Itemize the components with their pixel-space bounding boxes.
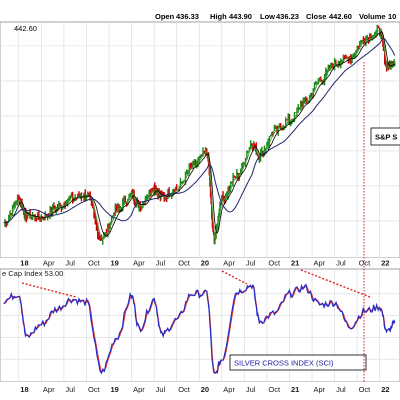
low-value: 436.23 bbox=[276, 12, 299, 21]
x-tick-label: Apr bbox=[314, 259, 326, 268]
sp-annotation-label: S&P S bbox=[375, 133, 397, 142]
x-axis-top-ticks: 18 Apr Jul Oct 19 Apr Jul Oct 20 Apr Jul Oct 21 Apr Ju… bbox=[20, 259, 389, 268]
sp-annotation: S&P S bbox=[370, 127, 400, 146]
x-tick-label: Apr bbox=[43, 385, 55, 394]
volume-label: Volume bbox=[359, 12, 386, 21]
x-axis-bottom-ticks: 18 Apr Jul Oct 19 Apr Jul Oct 20 Apr Jul Oct 21 Apr Ju… bbox=[20, 385, 389, 394]
open-label: Open bbox=[155, 12, 175, 21]
index-line bbox=[3, 283, 396, 375]
chart-header: Open 436.33 High 443.90 Low 436.23 Close… bbox=[155, 12, 396, 21]
x-tick-label: 21 bbox=[291, 259, 299, 268]
x-tick-label: Apr bbox=[314, 385, 326, 394]
x-tick-label: Oct bbox=[268, 259, 281, 268]
price-panel-frame bbox=[0, 21, 400, 259]
x-tick-label: Jul bbox=[156, 259, 166, 268]
x-tick-label: Apr bbox=[223, 259, 235, 268]
x-axis-top: 18 Apr Jul Oct 19 Apr Jul Oct 20 Apr Jul Oct 21 Apr Ju… bbox=[0, 258, 400, 269]
x-tick-label: 20 bbox=[201, 259, 209, 268]
breadth-panel: e Cap Index 53.00 SILVER CROSS INDEX (SC… bbox=[0, 268, 400, 383]
x-tick-label: Jul bbox=[65, 259, 75, 268]
x-tick-label: Jul bbox=[336, 385, 346, 394]
close-label: Close bbox=[306, 12, 326, 21]
x-tick-label: Oct bbox=[359, 259, 372, 268]
trendline-2020 bbox=[221, 270, 248, 285]
x-tick-label: Apr bbox=[223, 385, 235, 394]
x-tick-label: Apr bbox=[133, 385, 145, 394]
moving-average-mid-line bbox=[3, 31, 395, 237]
x-tick-label: Jul bbox=[336, 259, 346, 268]
x-tick-label: 19 bbox=[111, 259, 119, 268]
x-tick-label: Jul bbox=[246, 385, 256, 394]
x-tick-label: Apr bbox=[133, 259, 145, 268]
x-tick-label: Oct bbox=[88, 259, 101, 268]
x-axis-bottom: 18 Apr Jul Oct 19 Apr Jul Oct 20 Apr Jul Oct 21 Apr Ju… bbox=[0, 382, 400, 400]
low-label: Low bbox=[260, 12, 275, 21]
x-axis-bottom-band bbox=[0, 382, 400, 400]
trendline-2018 bbox=[21, 282, 77, 298]
sp-annotation-box bbox=[370, 127, 400, 146]
last-price-label: 442.60 bbox=[14, 24, 37, 33]
x-tick-label: Oct bbox=[268, 385, 281, 394]
high-label: High bbox=[210, 12, 227, 21]
index-label: e Cap Index 53.00 bbox=[2, 269, 63, 278]
moving-average-short-line bbox=[3, 29, 396, 240]
x-tick-label: 18 bbox=[20, 259, 28, 268]
x-tick-label: 22 bbox=[381, 385, 389, 394]
volume-value: 10 bbox=[388, 12, 396, 21]
x-tick-label: Jul bbox=[156, 385, 166, 394]
price-panel: 442.60 S&P S bbox=[0, 21, 400, 259]
x-tick-label: Apr bbox=[43, 259, 55, 268]
x-tick-label: Oct bbox=[178, 385, 191, 394]
trendlines bbox=[21, 269, 371, 298]
trendline-2021 bbox=[300, 269, 371, 298]
x-tick-label: 19 bbox=[111, 385, 119, 394]
x-tick-label: Oct bbox=[88, 385, 101, 394]
sci-annotation-label: SILVER CROSS INDEX (SCI) bbox=[234, 359, 334, 368]
high-value: 443.90 bbox=[229, 12, 252, 21]
x-tick-label: 22 bbox=[381, 259, 389, 268]
x-tick-label: Jul bbox=[246, 259, 256, 268]
x-tick-label: Oct bbox=[359, 385, 372, 394]
moving-average-long-line bbox=[3, 38, 396, 224]
sci-annotation-box bbox=[229, 354, 367, 371]
x-tick-label: Jul bbox=[65, 385, 75, 394]
x-tick-label: 18 bbox=[20, 385, 28, 394]
x-tick-label: Oct bbox=[178, 259, 191, 268]
close-value: 442.60 bbox=[329, 12, 352, 21]
open-value: 436.33 bbox=[176, 12, 199, 21]
x-axis-top-band bbox=[0, 258, 400, 269]
sci-annotation: SILVER CROSS INDEX (SCI) bbox=[229, 354, 367, 371]
price-gridlines bbox=[0, 22, 400, 258]
x-tick-label: 21 bbox=[291, 385, 299, 394]
x-tick-label: 20 bbox=[201, 385, 209, 394]
